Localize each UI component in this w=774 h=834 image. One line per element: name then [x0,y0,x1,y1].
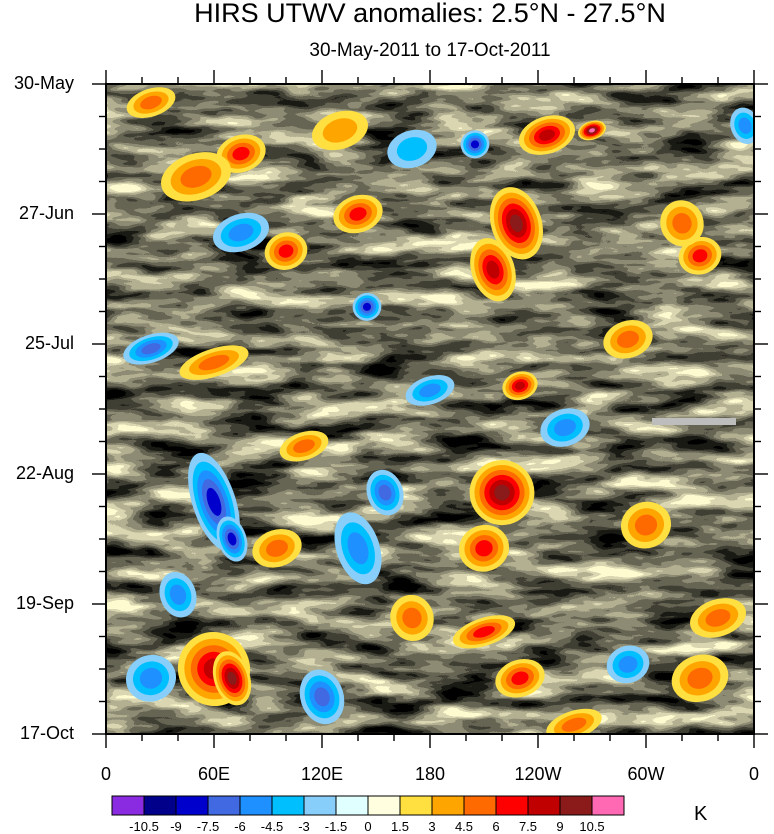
colorbar-swatch [143,795,177,816]
y-axis-ticks [92,83,768,735]
anomaly-contour [419,383,441,398]
colorbar-swatch [591,795,625,816]
x-tick-label: 180 [414,764,446,784]
anomaly-contour [169,584,187,605]
anomaly-contour [475,540,493,557]
x-tick-label: 120E [300,764,344,784]
colorbar-swatch [207,795,241,816]
colorbar-swatch [175,795,209,816]
colorbar-swatch [495,795,529,816]
anomaly-contour [672,213,692,234]
anomaly-contour [322,118,358,143]
x-tick-label: 0 [748,764,759,784]
anomaly-contour [473,626,495,638]
colorbar-swatch [559,795,593,816]
anomaly-contour [227,532,237,546]
anomaly-contour [470,140,480,149]
anomaly-contour [738,117,752,134]
colorbar-swatch [367,795,401,816]
x-tick-label: 120W [514,764,562,784]
x-tick-label: 0 [100,764,111,784]
colorbar-unit: K [694,803,708,825]
anomaly-contour [140,95,162,110]
anomaly-contour [139,667,163,689]
anomaly-contour [705,609,731,627]
chart-title: HIRS UTWV anomalies: 2.5°N - 27.5°N [194,0,666,28]
anomaly-contour [180,165,212,188]
colorbar-label: -10.5 [129,819,159,834]
anomaly-contour [494,484,510,501]
colorbar-label: 0 [364,819,372,834]
heatmap-field [106,84,754,734]
x-tick-label: 60W [627,764,665,784]
anomaly-contour [509,214,523,233]
colorbar-swatch [431,795,465,816]
anomaly-contour [198,354,230,371]
colorbar-label: 6 [492,819,500,834]
x-tick-label: 60E [197,764,231,784]
anomaly-contour [278,244,294,258]
colorbar [111,795,625,816]
anomaly-contour [378,484,392,501]
colorbar-label: 7.5 [518,819,538,834]
colorbar-swatch [271,795,305,816]
anomaly-contour [362,302,372,311]
colorbar-label: 10.5 [579,819,605,834]
colorbar-label: -4.5 [260,819,284,834]
anomaly-contour [228,223,254,242]
anomaly-contour [618,655,638,673]
colorbar-label: -9 [170,819,182,834]
colorbar-swatch [463,795,497,816]
anomaly-features [123,87,754,734]
colorbar-swatch [399,795,433,816]
anomaly-contour [687,667,713,689]
anomaly-contour [347,532,369,565]
anomaly-contour [402,607,422,629]
anomaly-contour [293,439,315,453]
colorbar-label: 3 [428,819,436,834]
y-tick-label: 22-Aug [15,463,74,483]
colorbar-swatch [335,795,369,816]
colorbar-swatch [111,795,145,816]
anomaly-contour [511,671,529,685]
anomaly-contour [349,207,367,221]
colorbar-label: -1.5 [324,819,348,834]
colorbar-swatch [239,795,273,816]
anomaly-contour [561,717,587,732]
colorbar-swatch [527,795,561,816]
anomaly-contour [232,146,250,161]
y-tick-label: 19-Sep [15,593,74,613]
y-tick-label: 30-May [13,73,74,93]
y-tick-label: 25-Jul [24,333,74,353]
anomaly-contour [554,418,576,437]
colorbar-label: 1.5 [390,819,410,834]
colorbar-label: -3 [298,819,310,834]
x-axis-ticks [105,70,755,748]
anomaly-contour [539,129,555,141]
anomaly-contour [396,137,428,161]
colorbar-label: 9 [556,819,564,834]
anomaly-contour [227,671,237,685]
anomaly-contour [589,128,595,133]
colorbar-label: 4.5 [454,819,474,834]
colorbar-label: -6 [234,819,246,834]
anomaly-contour [266,539,288,557]
missing-data-strip [652,418,736,425]
anomaly-contour [141,343,161,355]
anomaly-contour [486,260,500,279]
y-tick-label: 27-Jun [18,203,74,223]
anomaly-contour [514,381,526,390]
y-tick-label: 17-Oct [19,723,74,743]
anomaly-contour [206,487,222,516]
chart-subtitle: 30-May-2011 to 17-Oct-2011 [309,40,551,61]
colorbar-label: -7.5 [196,819,220,834]
anomaly-contour [314,687,330,707]
anomaly-contour [692,249,708,263]
anomaly-contour [617,330,639,348]
anomaly-contour [634,514,658,536]
colorbar-swatch [303,795,337,816]
